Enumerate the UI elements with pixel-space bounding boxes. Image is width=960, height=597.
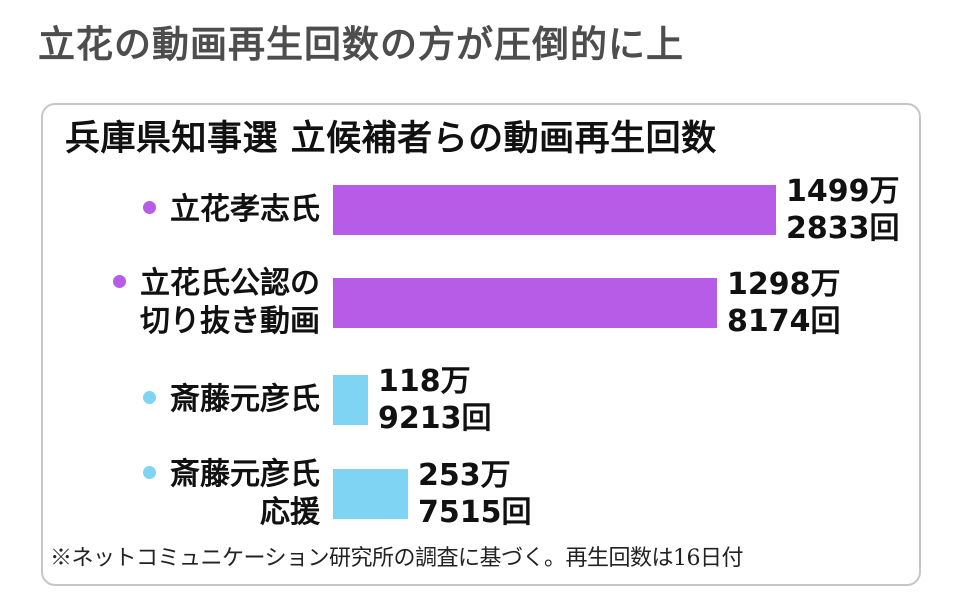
chart-title: 兵庫県知事選 立候補者らの動画再生回数	[65, 119, 717, 159]
bar	[333, 185, 776, 235]
bar	[333, 278, 717, 328]
category-label: 斎藤元彦氏	[143, 381, 320, 419]
category-label-line: 立花氏公認の	[113, 265, 320, 303]
category-label-line: 斎藤元彦氏	[143, 456, 320, 494]
bar	[333, 375, 368, 425]
data-label: 118万 9213回	[378, 363, 492, 437]
data-label-line: 2833回	[786, 211, 900, 246]
data-label-line: 118万	[378, 364, 471, 399]
data-label: 253万 7515回	[418, 457, 532, 531]
category-label: 斎藤元彦氏 応援	[143, 456, 320, 532]
category-label: 立花孝志氏	[143, 191, 320, 229]
data-label-line: 8174回	[727, 304, 841, 339]
category-label-line: 応援	[260, 495, 320, 530]
legend-dot-icon	[143, 466, 156, 479]
data-label-line: 1298万	[727, 267, 841, 302]
category-label-line: 切り抜き動画	[140, 304, 320, 339]
data-label: 1298万 8174回	[727, 266, 841, 340]
data-label-line: 1499万	[786, 174, 900, 209]
headline: 立花の動画再生回数の方が圧倒的に上	[38, 23, 684, 66]
data-label-line: 9213回	[378, 401, 492, 436]
data-label: 1499万 2833回	[786, 173, 900, 247]
legend-dot-icon	[143, 391, 156, 404]
data-label-line: 7515回	[418, 495, 532, 530]
legend-dot-icon	[113, 275, 126, 288]
category-label-line: 斎藤元彦氏	[143, 381, 320, 419]
legend-dot-icon	[143, 201, 156, 214]
footnote: ※ネットコミュニケーション研究所の調査に基づく。再生回数は16日付	[50, 546, 744, 571]
bar	[333, 469, 408, 519]
category-label-line: 立花孝志氏	[143, 191, 320, 229]
chart-panel	[41, 103, 921, 586]
data-label-line: 253万	[418, 458, 511, 493]
category-label: 立花氏公認の 切り抜き動画	[113, 265, 320, 341]
